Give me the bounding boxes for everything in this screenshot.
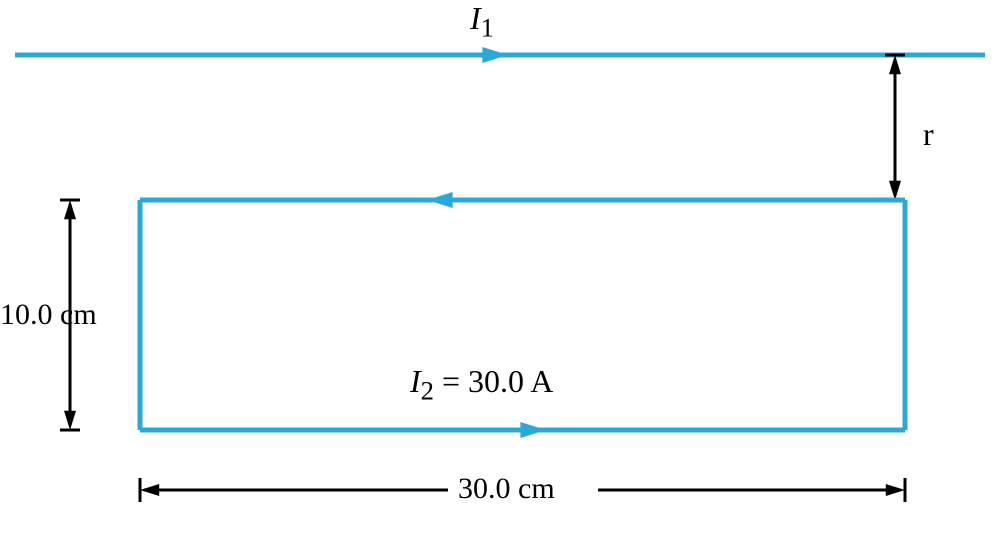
r-arrow-down	[889, 181, 901, 200]
w-arrow-right	[886, 484, 905, 496]
label-height: 10.0 cm	[0, 298, 97, 332]
i2-subscript: 2	[421, 375, 434, 405]
rect-top-arrow	[427, 192, 453, 208]
i1-subscript: 1	[481, 12, 494, 42]
diagram-canvas	[0, 0, 1000, 541]
label-r: r	[923, 116, 934, 153]
top-wire-arrow	[482, 47, 508, 63]
label-width: 30.0 cm	[458, 472, 555, 506]
label-i2: I2 = 30.0 A	[410, 363, 553, 406]
r-arrow-up	[889, 55, 901, 74]
i1-symbol: I	[470, 0, 481, 36]
label-i1: I1	[470, 0, 494, 43]
rect-bottom-arrow	[520, 422, 546, 438]
h-arrow-down	[64, 411, 76, 430]
w-arrow-left	[140, 484, 159, 496]
h-arrow-up	[64, 200, 76, 219]
i2-value: = 30.0 A	[434, 363, 553, 399]
i2-symbol: I	[410, 363, 421, 399]
